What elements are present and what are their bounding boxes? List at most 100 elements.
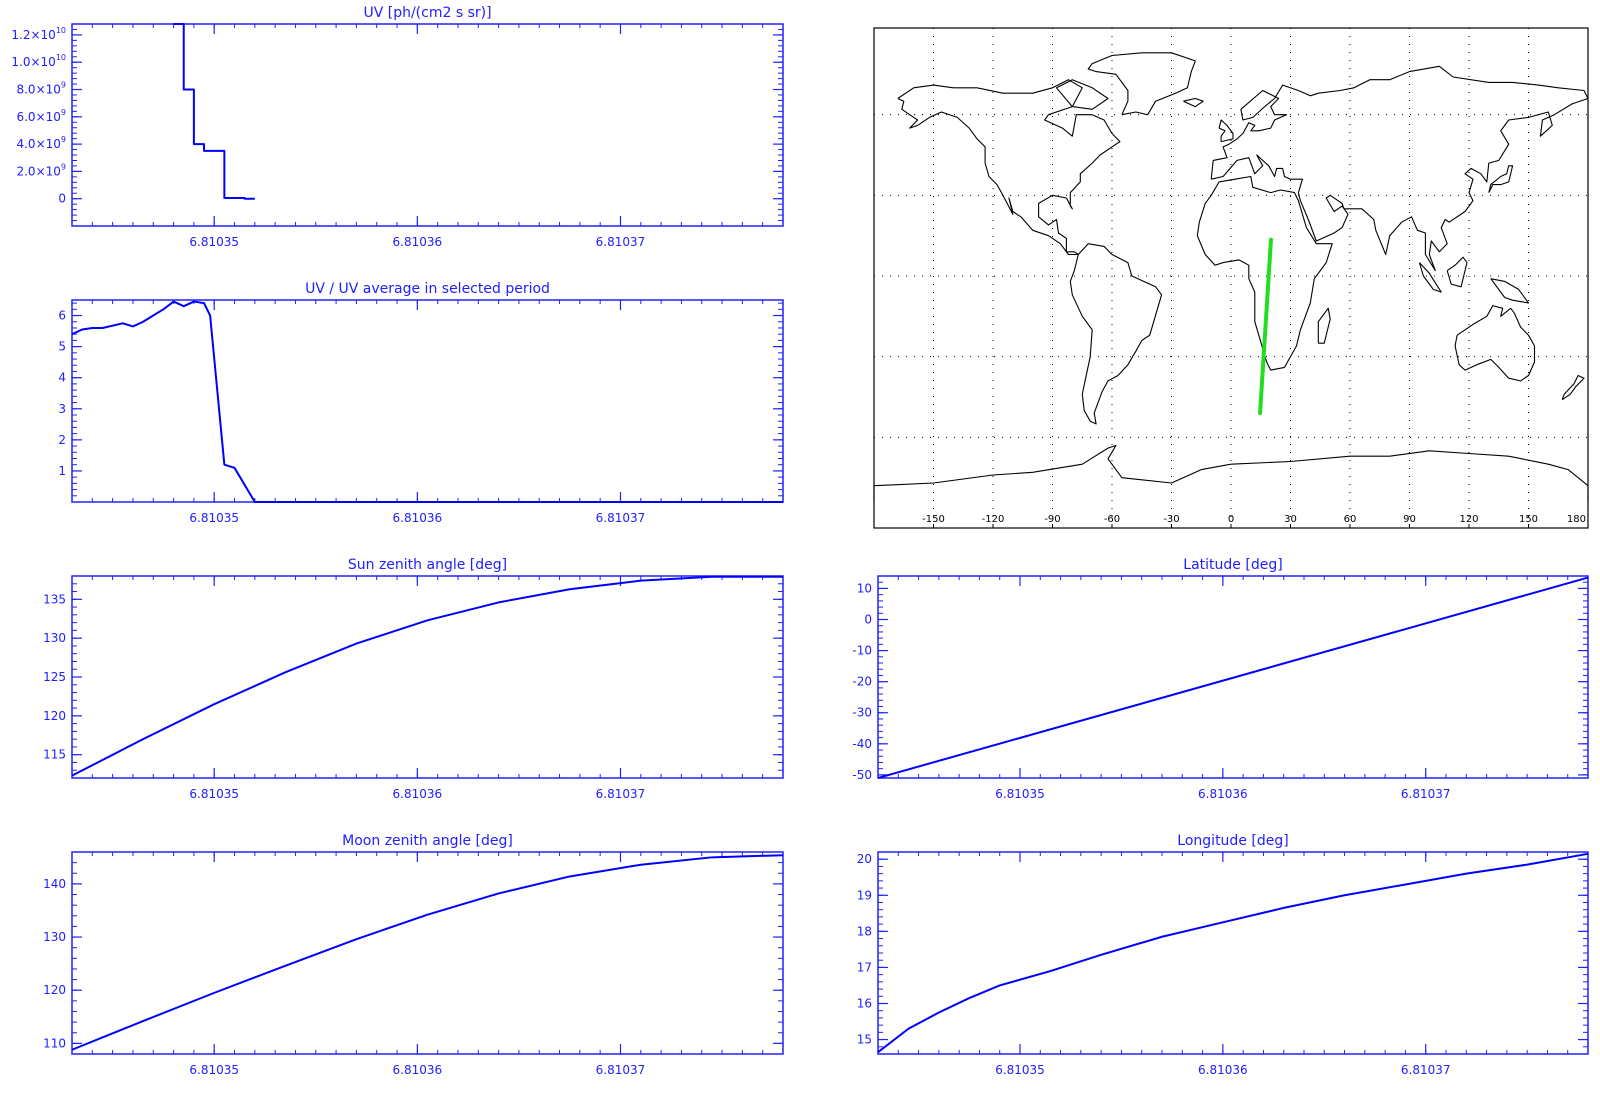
x-tick-label: 6.81036	[393, 1063, 443, 1077]
coastline-japan	[1488, 165, 1514, 193]
x-tick-label: 6.81035	[189, 235, 239, 249]
y-tick-label: 120	[43, 709, 66, 723]
series-line	[71, 854, 784, 1051]
plot-title: Latitude [deg]	[1183, 557, 1282, 573]
x-tick-label: 6.81036	[393, 787, 443, 801]
x-tick-label: 6.81037	[596, 511, 646, 525]
x-tick-label: 6.81035	[189, 787, 239, 801]
y-tick-label: 4.0×109	[16, 135, 66, 151]
plot-moon-zenith: Moon zenith angle [deg] 6.81035 6.81036 6.8…	[43, 833, 784, 1077]
y-tick-label: 5	[58, 340, 66, 354]
x-tick-label: 6.81036	[1198, 787, 1248, 801]
coastline-greenland	[1087, 52, 1196, 116]
x-tick-label: 6.81037	[596, 1063, 646, 1077]
plot-frame	[71, 23, 784, 227]
y-tick-label: 1.2×1010	[11, 26, 66, 42]
coastline-south-america	[1069, 243, 1163, 425]
x-tick-label: 6.81037	[596, 787, 646, 801]
x-tick-label: 6.81035	[189, 511, 239, 525]
map-lon-label: 90	[1403, 514, 1416, 525]
y-tick-label: 4	[58, 371, 66, 385]
x-tick-label: 6.81037	[1401, 787, 1451, 801]
coastline-australia	[1454, 305, 1536, 382]
coastline-sumatra	[1418, 262, 1442, 293]
y-tick-mantissa: 1.2×10	[11, 28, 55, 42]
x-tick-label: 6.81036	[1198, 1063, 1248, 1077]
coastline-borneo	[1446, 256, 1468, 288]
y-tick-label: 6	[58, 309, 66, 323]
map-lon-label: -150	[922, 514, 945, 525]
y-tick-label: 20	[857, 852, 872, 866]
map-lon-label: 120	[1459, 514, 1478, 525]
y-tick-mantissa: 2.0×10	[16, 164, 60, 178]
series-line	[71, 575, 783, 777]
plot-longitude: Longitude [deg] 6.81035 6.81036 6.81037 15 16…	[857, 833, 1589, 1077]
coastline-eurasia	[1210, 65, 1589, 272]
y-tick-label: -50	[852, 768, 872, 782]
y-tick-label: 16	[857, 997, 872, 1011]
y-tick-label: 0	[58, 192, 66, 206]
x-tick-label: 6.81037	[1401, 1063, 1451, 1077]
x-tick-label: 6.81035	[189, 1063, 239, 1077]
y-tick-exponent: 9	[61, 108, 66, 117]
plot-title: UV [ph/(cm2 s sr)]	[363, 5, 491, 21]
x-tick-label: 6.81035	[995, 787, 1045, 801]
y-tick-mantissa: 8.0×10	[16, 83, 60, 97]
y-tick-label: 6.0×109	[16, 108, 66, 124]
ground-track-line	[1258, 237, 1273, 416]
y-tick-label: -40	[852, 737, 872, 751]
y-tick-label: 2.0×109	[16, 162, 66, 178]
coastline-iceland	[1183, 97, 1204, 108]
y-tick-label: 8.0×109	[16, 81, 66, 97]
plot-uv-ratio: UV / UV average in selected period 6.8103…	[58, 281, 784, 525]
plot-title: Sun zenith angle [deg]	[348, 557, 507, 573]
y-tick-label: -20	[852, 675, 872, 689]
plot-title: UV / UV average in selected period	[305, 281, 550, 297]
coastline-new-guinea	[1490, 278, 1530, 304]
plot-frame	[877, 575, 1589, 779]
y-tick-label: 3	[58, 402, 66, 416]
y-tick-label: 15	[857, 1033, 872, 1047]
plot-title: Moon zenith angle [deg]	[342, 833, 513, 849]
y-tick-label: 120	[43, 983, 66, 997]
coastline-north-america	[897, 79, 1121, 256]
x-tick-label: 6.81036	[393, 235, 443, 249]
y-tick-label: 130	[43, 930, 66, 944]
y-tick-label: 110	[43, 1036, 66, 1050]
y-tick-label: -30	[852, 706, 872, 720]
plot-latitude: Latitude [deg] 6.81035 6.81036 6.81037 -50 -4…	[852, 557, 1589, 801]
y-tick-label: 1	[58, 464, 66, 478]
y-tick-exponent: 10	[56, 53, 66, 62]
y-tick-exponent: 9	[61, 81, 66, 90]
coastline-africa	[1196, 175, 1333, 371]
map-lon-label: 180	[1567, 514, 1586, 525]
map-lon-label: 60	[1344, 514, 1357, 525]
y-tick-label: 19	[857, 888, 872, 902]
y-tick-label: -10	[852, 644, 872, 658]
coastline-antarctica	[873, 444, 1589, 502]
coastline-madagascar	[1317, 307, 1331, 344]
series-line	[877, 852, 1589, 1053]
y-tick-label: 1.0×1010	[11, 53, 66, 69]
x-tick-label: 6.81037	[596, 235, 646, 249]
coastline-baffin	[1055, 79, 1109, 110]
y-tick-exponent: 10	[56, 26, 66, 35]
plot-title: Longitude [deg]	[1177, 833, 1288, 849]
y-tick-label: 2	[58, 433, 66, 447]
plot-ground-track-map: -150 -120 -90 -60 -30 0 30 60 90 120 150 180	[873, 27, 1589, 529]
map-lon-label: -90	[1044, 514, 1060, 525]
series-line	[877, 576, 1589, 779]
x-tick-label: 6.81035	[995, 1063, 1045, 1077]
series-line	[173, 23, 255, 200]
y-tick-mantissa: 1.0×10	[11, 55, 55, 69]
x-tick-label: 6.81036	[393, 511, 443, 525]
plot-sun-zenith: Sun zenith angle [deg] 6.81035 6.81036 6.81…	[43, 557, 784, 801]
map-lon-label: -30	[1163, 514, 1179, 525]
y-tick-label: 10	[857, 581, 872, 595]
map-lon-label: 0	[1228, 514, 1234, 525]
y-tick-label: 140	[43, 877, 66, 891]
plot-frame	[71, 851, 784, 1055]
y-tick-mantissa: 0	[58, 192, 66, 206]
coastline-new-zealand	[1561, 374, 1585, 401]
